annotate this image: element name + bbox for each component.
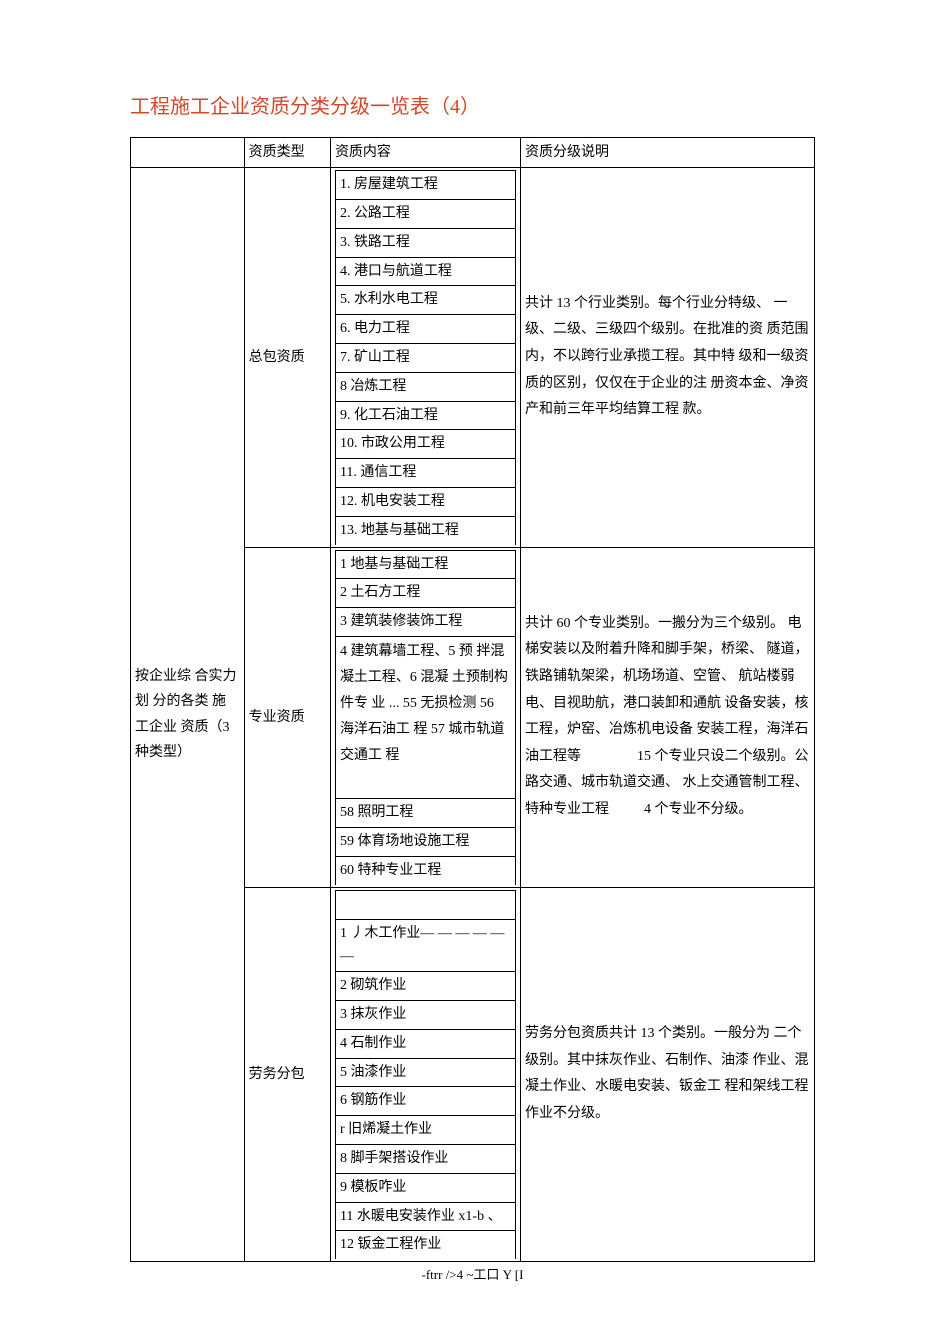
- list-item-blank: [335, 890, 515, 919]
- rowlabel-enterprise: 按企业综 合实力划 分的各类 施工企业 资质（3 种类型）: [131, 168, 245, 1262]
- desc-specialty: 共计 60 个专业类别。一搬分为三个级别。 电梯安装以及附着升降和脚手架，桥梁、…: [521, 547, 815, 887]
- list-item: 7. 矿山工程: [335, 343, 515, 372]
- footer-garbled-text: -ftrr />4 ~工口 Y [I: [130, 1264, 815, 1283]
- desc-general: 共计 13 个行业类别。每个行业分特级、 一级、二级、三级四个级别。在批准的资 …: [521, 168, 815, 547]
- list-item: 2 土石方工程: [335, 579, 515, 608]
- list-item: r 旧烯凝土作业: [335, 1116, 515, 1145]
- list-item: 58 照明工程: [335, 799, 515, 828]
- list-item: 9 模板咋业: [335, 1173, 515, 1202]
- qualification-table: 资质类型 资质内容 资质分级说明 按企业综 合实力划 分的各类 施工企业 资质（…: [130, 137, 815, 1262]
- list-item: 3 抹灰作业: [335, 1000, 515, 1029]
- list-item: 2. 公路工程: [335, 199, 515, 228]
- list-item: 12. 机电安装工程: [335, 487, 515, 516]
- list-item: 11 水暖电安装作业 x1-b 、: [335, 1202, 515, 1231]
- list-item: 1 丿木工作业— — — — — —: [335, 919, 515, 972]
- list-item: 3. 铁路工程: [335, 228, 515, 257]
- list-item: 10. 市政公用工程: [335, 430, 515, 459]
- list-item: 60 特种专业工程: [335, 856, 515, 884]
- header-col4: 资质分级说明: [521, 138, 815, 168]
- content-labor: 1 丿木工作业— — — — — — 2 砌筑作业 3 抹灰作业 4 石制作业 …: [330, 887, 520, 1261]
- list-item: 13. 地基与基础工程: [335, 516, 515, 544]
- list-item: 12 钣金工程作业: [335, 1231, 515, 1259]
- header-col3: 资质内容: [330, 138, 520, 168]
- labor-items-list: 1 丿木工作业— — — — — — 2 砌筑作业 3 抹灰作业 4 石制作业 …: [335, 890, 516, 1259]
- content-general: 1. 房屋建筑工程 2. 公路工程 3. 铁路工程 4. 港口与航道工程 5. …: [330, 168, 520, 547]
- list-item: 11. 通信工程: [335, 459, 515, 488]
- qtype-labor: 劳务分包: [244, 887, 330, 1261]
- list-item: 8 脚手架搭设作业: [335, 1144, 515, 1173]
- specialty-items-list: 1 地基与基础工程 2 土石方工程 3 建筑装修装饰工程 4 建筑幕墙工程、5 …: [335, 550, 516, 885]
- list-item: 9. 化工石油工程: [335, 401, 515, 430]
- content-specialty: 1 地基与基础工程 2 土石方工程 3 建筑装修装饰工程 4 建筑幕墙工程、5 …: [330, 547, 520, 887]
- qtype-general: 总包资质: [244, 168, 330, 547]
- list-item: 59 体育场地设施工程: [335, 828, 515, 857]
- list-item: 4 建筑幕墙工程、5 预 拌混凝土工程、6 混凝 土预制构件专 业 ... 55…: [335, 636, 515, 798]
- list-item: 4 石制作业: [335, 1029, 515, 1058]
- table-header-row: 资质类型 资质内容 资质分级说明: [131, 138, 815, 168]
- list-item: 5. 水利水电工程: [335, 286, 515, 315]
- list-item: 4. 港口与航道工程: [335, 257, 515, 286]
- list-item: 2 砌筑作业: [335, 972, 515, 1001]
- general-items-list: 1. 房屋建筑工程 2. 公路工程 3. 铁路工程 4. 港口与航道工程 5. …: [335, 170, 516, 544]
- header-col1: [131, 138, 245, 168]
- list-item: 5 油漆作业: [335, 1058, 515, 1087]
- section-general-contract: 按企业综 合实力划 分的各类 施工企业 资质（3 种类型） 总包资质 1. 房屋…: [131, 168, 815, 547]
- list-item: 6 钢筋作业: [335, 1087, 515, 1116]
- list-item: 6. 电力工程: [335, 315, 515, 344]
- list-item: 3 建筑装修装饰工程: [335, 608, 515, 637]
- header-col2: 资质类型: [244, 138, 330, 168]
- list-item: 8 冶炼工程: [335, 372, 515, 401]
- qtype-specialty: 专业资质: [244, 547, 330, 887]
- list-item: 1. 房屋建筑工程: [335, 171, 515, 200]
- page-title: 工程施工企业资质分类分级一览表（4）: [130, 90, 815, 119]
- list-item: 1 地基与基础工程: [335, 550, 515, 579]
- desc-labor: 劳务分包资质共计 13 个类别。一般分为 二个级别。其中抹灰作业、石制作、油漆 …: [521, 887, 815, 1261]
